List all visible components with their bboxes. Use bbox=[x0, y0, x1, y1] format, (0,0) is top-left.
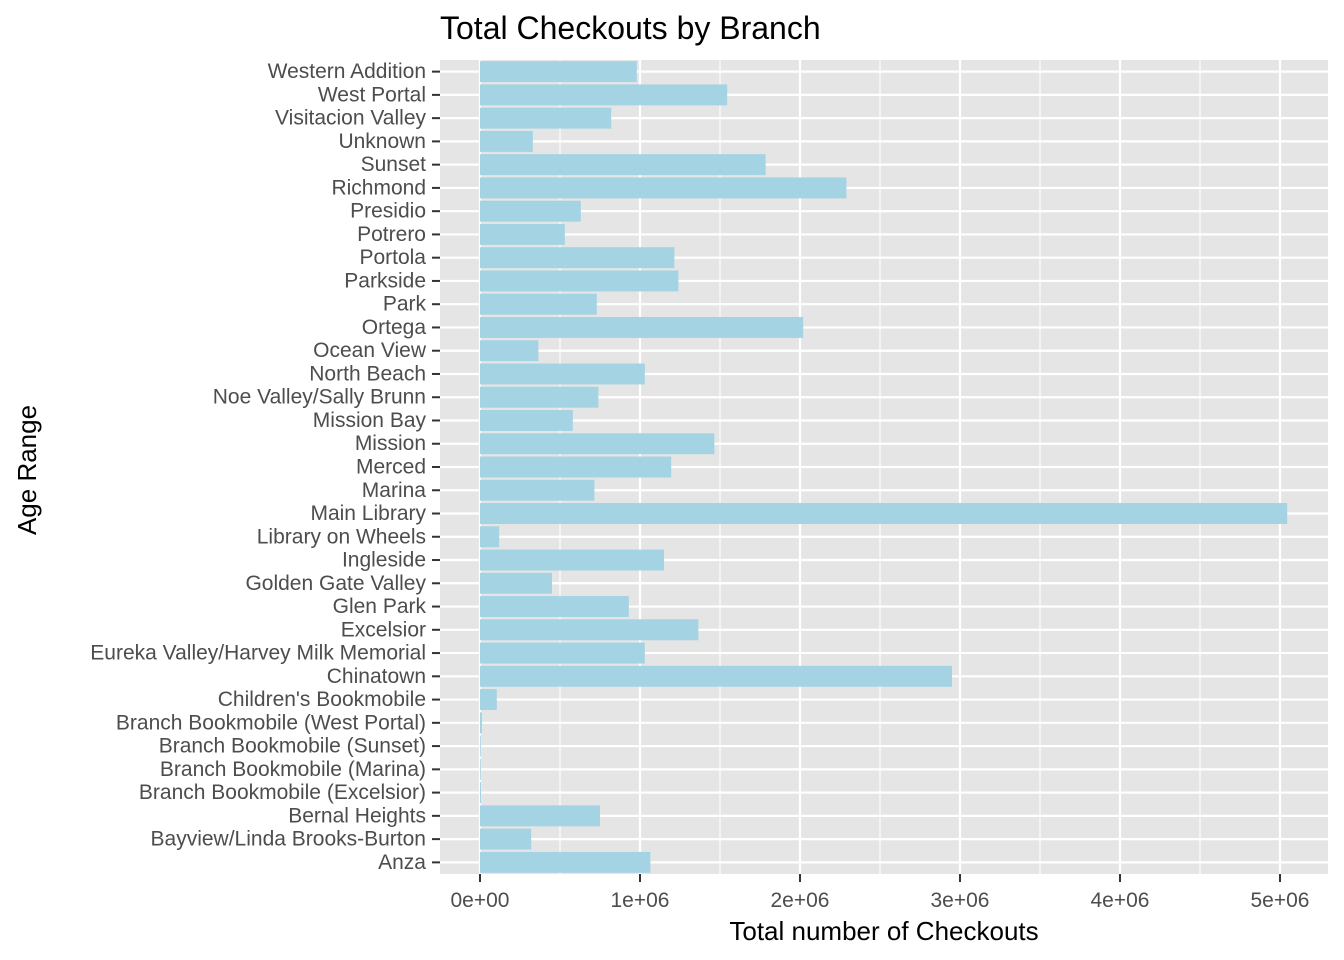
bar bbox=[480, 549, 664, 571]
y-tick-label: Bernal Heights bbox=[288, 804, 426, 827]
bar bbox=[480, 316, 804, 338]
y-tick-label: Presidio bbox=[350, 200, 426, 223]
y-tick-label: Library on Wheels bbox=[257, 525, 426, 548]
y-tick-label: Anza bbox=[378, 851, 426, 874]
y-tick-label: Parkside bbox=[344, 269, 426, 292]
y-tick-label: Golden Gate Valley bbox=[245, 572, 426, 595]
bar bbox=[480, 596, 629, 618]
bar bbox=[480, 200, 581, 222]
bar bbox=[480, 410, 573, 431]
bar bbox=[480, 247, 675, 269]
y-tick-label: Western Addition bbox=[268, 60, 426, 83]
y-tick-label: Children's Bookmobile bbox=[218, 688, 426, 711]
y-tick-label: Richmond bbox=[331, 176, 426, 199]
x-axis-title: Total number of Checkouts bbox=[729, 916, 1038, 946]
bar bbox=[480, 619, 699, 641]
bar bbox=[480, 526, 500, 548]
bars bbox=[480, 61, 1288, 873]
bar bbox=[480, 851, 651, 873]
bar bbox=[480, 386, 599, 408]
bar bbox=[480, 805, 600, 827]
y-tick-label: Merced bbox=[356, 456, 426, 479]
grid-lines bbox=[440, 60, 1328, 874]
bar bbox=[480, 433, 715, 455]
y-tick-label: Glen Park bbox=[333, 595, 427, 618]
bar bbox=[480, 61, 637, 83]
y-tick-label: Portola bbox=[359, 246, 426, 269]
x-tick-label: 4e+06 bbox=[1091, 889, 1150, 912]
y-tick-label: Branch Bookmobile (Marina) bbox=[160, 758, 426, 781]
bar bbox=[480, 758, 481, 780]
bar bbox=[480, 456, 672, 478]
bar bbox=[480, 154, 766, 176]
x-tick-label: 3e+06 bbox=[931, 889, 990, 912]
y-tick-label: Ortega bbox=[362, 316, 427, 339]
x-axis: 0e+00 1e+06 2e+06 3e+06 4e+06 5e+06 bbox=[451, 874, 1310, 912]
x-tick-label: 0e+00 bbox=[451, 889, 510, 912]
y-tick-label: West Portal bbox=[318, 83, 426, 106]
y-tick-label: Excelsior bbox=[341, 618, 426, 641]
bar bbox=[480, 293, 597, 315]
y-tick-label: Mission bbox=[355, 432, 426, 455]
bar bbox=[480, 665, 952, 687]
bar bbox=[480, 340, 539, 362]
y-tick-label: Mission Bay bbox=[313, 409, 427, 432]
bar bbox=[480, 177, 847, 199]
y-tick-label: Eureka Valley/Harvey Milk Memorial bbox=[90, 642, 426, 665]
bar bbox=[480, 828, 532, 850]
bar bbox=[480, 782, 481, 804]
y-tick-label: Branch Bookmobile (Excelsior) bbox=[139, 781, 426, 804]
y-tick-label: Main Library bbox=[310, 502, 426, 525]
bar bbox=[480, 363, 645, 385]
bar bbox=[480, 642, 645, 664]
bar bbox=[480, 223, 565, 245]
x-tick-label: 2e+06 bbox=[771, 889, 830, 912]
bar bbox=[480, 689, 497, 711]
y-tick-label: North Beach bbox=[309, 362, 426, 385]
bar bbox=[480, 572, 552, 594]
y-tick-label: Unknown bbox=[338, 130, 426, 153]
y-tick-label: Park bbox=[383, 293, 427, 316]
bar bbox=[480, 107, 612, 129]
bar bbox=[480, 503, 1288, 524]
bar bbox=[480, 84, 728, 106]
bar bbox=[480, 712, 482, 734]
x-tick-label: 5e+06 bbox=[1251, 889, 1310, 912]
chart-title: Total Checkouts by Branch bbox=[440, 10, 821, 46]
y-axis-title: Age Range bbox=[12, 405, 42, 535]
y-tick-label: Branch Bookmobile (Sunset) bbox=[159, 735, 426, 758]
bar bbox=[480, 270, 679, 292]
y-tick-label: Marina bbox=[362, 479, 427, 502]
y-tick-label: Ocean View bbox=[313, 339, 427, 362]
y-tick-label: Visitacion Valley bbox=[275, 107, 426, 130]
x-tick-label: 1e+06 bbox=[611, 889, 670, 912]
y-tick-label: Branch Bookmobile (West Portal) bbox=[116, 711, 426, 734]
y-tick-label: Chinatown bbox=[327, 665, 426, 688]
bar bbox=[480, 130, 533, 152]
y-tick-label: Ingleside bbox=[342, 549, 426, 572]
y-tick-label: Sunset bbox=[361, 153, 427, 176]
y-tick-label: Bayview/Linda Brooks-Burton bbox=[151, 828, 426, 851]
bar bbox=[480, 735, 481, 757]
bar bbox=[480, 479, 595, 501]
y-tick-label: Noe Valley/Sally Brunn bbox=[213, 386, 426, 409]
y-tick-label: Potrero bbox=[357, 223, 426, 246]
